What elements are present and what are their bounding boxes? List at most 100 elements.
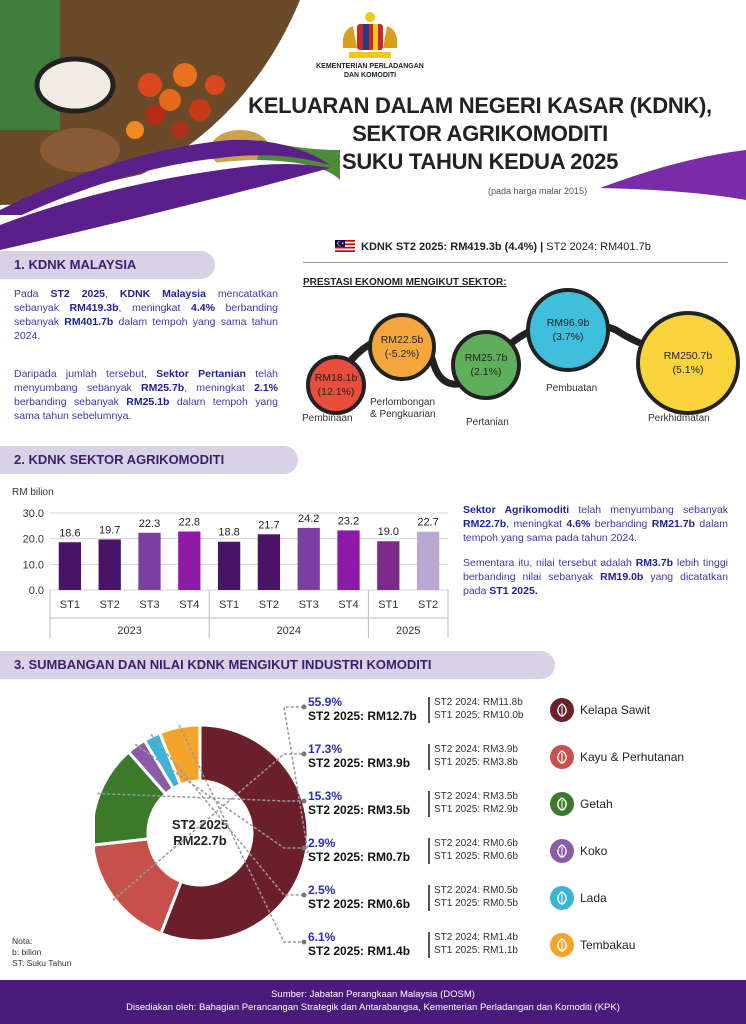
sector-bubble: RM18.1b (12.1%) bbox=[306, 355, 366, 415]
donut-slice bbox=[157, 723, 202, 787]
paragraph-run: RM25.7b bbox=[141, 382, 185, 394]
y-tick-label: 10.0 bbox=[23, 559, 44, 571]
bar bbox=[58, 542, 82, 590]
paragraph-run: , meningkat bbox=[184, 382, 255, 394]
industry-comparison: ST2 2024: RM0.6b ST1 2025: RM0.6b bbox=[434, 837, 518, 863]
industry-comparison-line: ST2 2024: RM0.6b bbox=[434, 838, 518, 849]
note-billion: b: bilion bbox=[12, 947, 42, 957]
industry-total: ST2 2025: RM3.5b bbox=[308, 803, 411, 817]
section-1-paragraph-1: Pada ST2 2025, KDNK Malaysia mencatatkan… bbox=[14, 287, 278, 343]
leader-line bbox=[150, 734, 304, 896]
year-group-label: 2025 bbox=[396, 625, 420, 637]
bar-value-label: 23.2 bbox=[338, 515, 359, 527]
bar-value-label: 22.3 bbox=[139, 518, 160, 530]
bar-value-label: 19.0 bbox=[378, 526, 399, 538]
industry-comparison-line: ST1 2025: RM3.8b bbox=[434, 757, 518, 768]
footnotes: Nota: b: bilion ST: Suku Tahun bbox=[12, 936, 71, 969]
footer-prepared-by: Disediakan oleh: Bahagian Perancangan St… bbox=[126, 1002, 620, 1013]
paragraph-run: RM3.7b bbox=[635, 557, 674, 569]
paragraph-run: RM419.3b bbox=[69, 302, 119, 314]
paragraph-run: dalam tempoh yang sama pada tahun 2024. bbox=[463, 518, 728, 544]
leader-dot bbox=[301, 845, 307, 851]
industry-share: 2.5% bbox=[308, 883, 336, 897]
industry-divider bbox=[428, 791, 430, 817]
y-tick-label: 30.0 bbox=[23, 508, 44, 520]
note-heading: Nota: bbox=[12, 936, 33, 946]
paragraph-run: 2.1% bbox=[254, 382, 279, 394]
paragraph-run: , meningkat bbox=[118, 302, 191, 314]
industry-comparison-line: ST1 2025: RM0.6b bbox=[434, 851, 518, 862]
paragraph-run: dalam tempoh yang sama tahun sebelumnya. bbox=[14, 396, 278, 422]
sector-bubble: RM22.5b (-5.2%) bbox=[368, 313, 436, 381]
industry-divider bbox=[428, 697, 430, 723]
year-group-label: 2023 bbox=[117, 625, 141, 637]
industry-name: Tembakau bbox=[580, 938, 636, 952]
title-line-1: KELUARAN DALAM NEGERI KASAR (KDNK), bbox=[248, 93, 712, 118]
bar bbox=[297, 527, 320, 590]
x-tick-label: ST2 bbox=[100, 599, 120, 611]
bar bbox=[337, 530, 360, 590]
industry-name: Kelapa Sawit bbox=[580, 703, 651, 717]
agricommodity-gdp-bar-chart: RM bilion 0.0 10.0 20.0 30.0 18.6 ST1 19.7 ST2 22… bbox=[12, 487, 449, 638]
sector-growth: (2.1%) bbox=[470, 366, 502, 378]
industry-name: Getah bbox=[580, 797, 613, 811]
leader-dot bbox=[301, 751, 307, 757]
leader-line bbox=[178, 724, 304, 943]
price-basis-note: (pada harga malar 2015) bbox=[488, 186, 588, 196]
leader-line bbox=[97, 792, 304, 802]
industry-comparison: ST2 2024: RM1.4b ST1 2025: RM1.1b bbox=[434, 931, 518, 957]
paragraph-run: RM19.0b bbox=[600, 571, 644, 583]
paragraph-run: berbanding sebanyak bbox=[14, 302, 279, 328]
sector-growth: (5.1%) bbox=[672, 364, 704, 376]
bar-value-label: 24.2 bbox=[298, 513, 319, 525]
bar-value-label: 22.7 bbox=[417, 517, 438, 529]
section-2-paragraph-2: Sementara itu, nilai tersebut adalah RM3… bbox=[463, 556, 728, 598]
sector-bubble: RM25.7b (2.1%) bbox=[451, 330, 521, 400]
kdnk-current: KDNK ST2 2025: RM419.3b (4.4%) bbox=[361, 241, 538, 253]
paragraph-run: RM25.1b bbox=[126, 396, 170, 408]
industry-comparison: ST2 2024: RM3.9b ST1 2025: RM3.8b bbox=[434, 743, 518, 769]
industry-comparison-line: ST2 2024: RM0.5b bbox=[434, 885, 518, 896]
paragraph-run: telah menyumbang sebanyak bbox=[569, 504, 728, 516]
paragraph-run: 4.4% bbox=[190, 302, 215, 314]
y-axis-label: RM bilion bbox=[12, 487, 54, 498]
paragraph-run: , bbox=[105, 288, 120, 300]
industry-row: 15.3% ST2 2025: RM3.5b ST2 2024: RM3.5b ST1… bbox=[300, 789, 740, 829]
industry-name: Koko bbox=[580, 844, 608, 858]
y-tick-label: 20.0 bbox=[23, 534, 44, 546]
bar bbox=[138, 532, 161, 590]
sector-value: RM22.5b bbox=[380, 334, 424, 346]
industry-divider bbox=[428, 885, 430, 911]
x-tick-label: ST1 bbox=[378, 599, 398, 611]
x-tick-label: ST1 bbox=[60, 599, 80, 611]
paragraph-run: RM22.7b bbox=[463, 518, 507, 530]
industry-share: 15.3% bbox=[308, 789, 343, 803]
industry-total: ST2 2025: RM12.7b bbox=[308, 709, 417, 723]
cocoa-icon bbox=[550, 839, 574, 863]
purple-wave-decoration bbox=[0, 150, 746, 250]
industry-share: 55.9% bbox=[308, 695, 343, 709]
sector-value: RM25.7b bbox=[464, 352, 508, 364]
bar bbox=[178, 531, 201, 590]
industry-comparison-line: ST1 2025: RM0.5b bbox=[434, 898, 518, 909]
bar bbox=[377, 541, 400, 590]
leader-line bbox=[134, 743, 304, 849]
paragraph-run: KDNK Malaysia bbox=[119, 288, 206, 300]
bar bbox=[257, 534, 281, 590]
paragraph-run: lebih tinggi berbanding nilai sebanyak bbox=[463, 557, 729, 583]
paragraph-run: berbanding sebanyak bbox=[14, 396, 127, 408]
sector-value: RM96.9b bbox=[546, 317, 590, 329]
timber-icon bbox=[550, 745, 574, 769]
industry-share: 6.1% bbox=[308, 930, 336, 944]
sector-value: RM250.7b bbox=[663, 350, 713, 362]
title-line-2: SEKTOR AGRIKOMODITI bbox=[352, 121, 608, 146]
kdnk-summary-line: KDNK ST2 2025: RM419.3b (4.4%) | ST2 202… bbox=[335, 240, 730, 253]
x-tick-label: ST4 bbox=[338, 599, 358, 611]
paragraph-run: dalam tempoh yang sama tahun 2024. bbox=[14, 316, 278, 342]
donut-slice bbox=[95, 837, 184, 936]
note-quarter: ST: Suku Tahun bbox=[12, 958, 72, 968]
industry-divider bbox=[428, 932, 430, 958]
header-banner: KEMENTERIAN PERLADANGAN DAN KOMODITI KEL… bbox=[0, 0, 746, 250]
paragraph-run: Sementara itu, nilai tersebut adalah bbox=[463, 557, 636, 569]
